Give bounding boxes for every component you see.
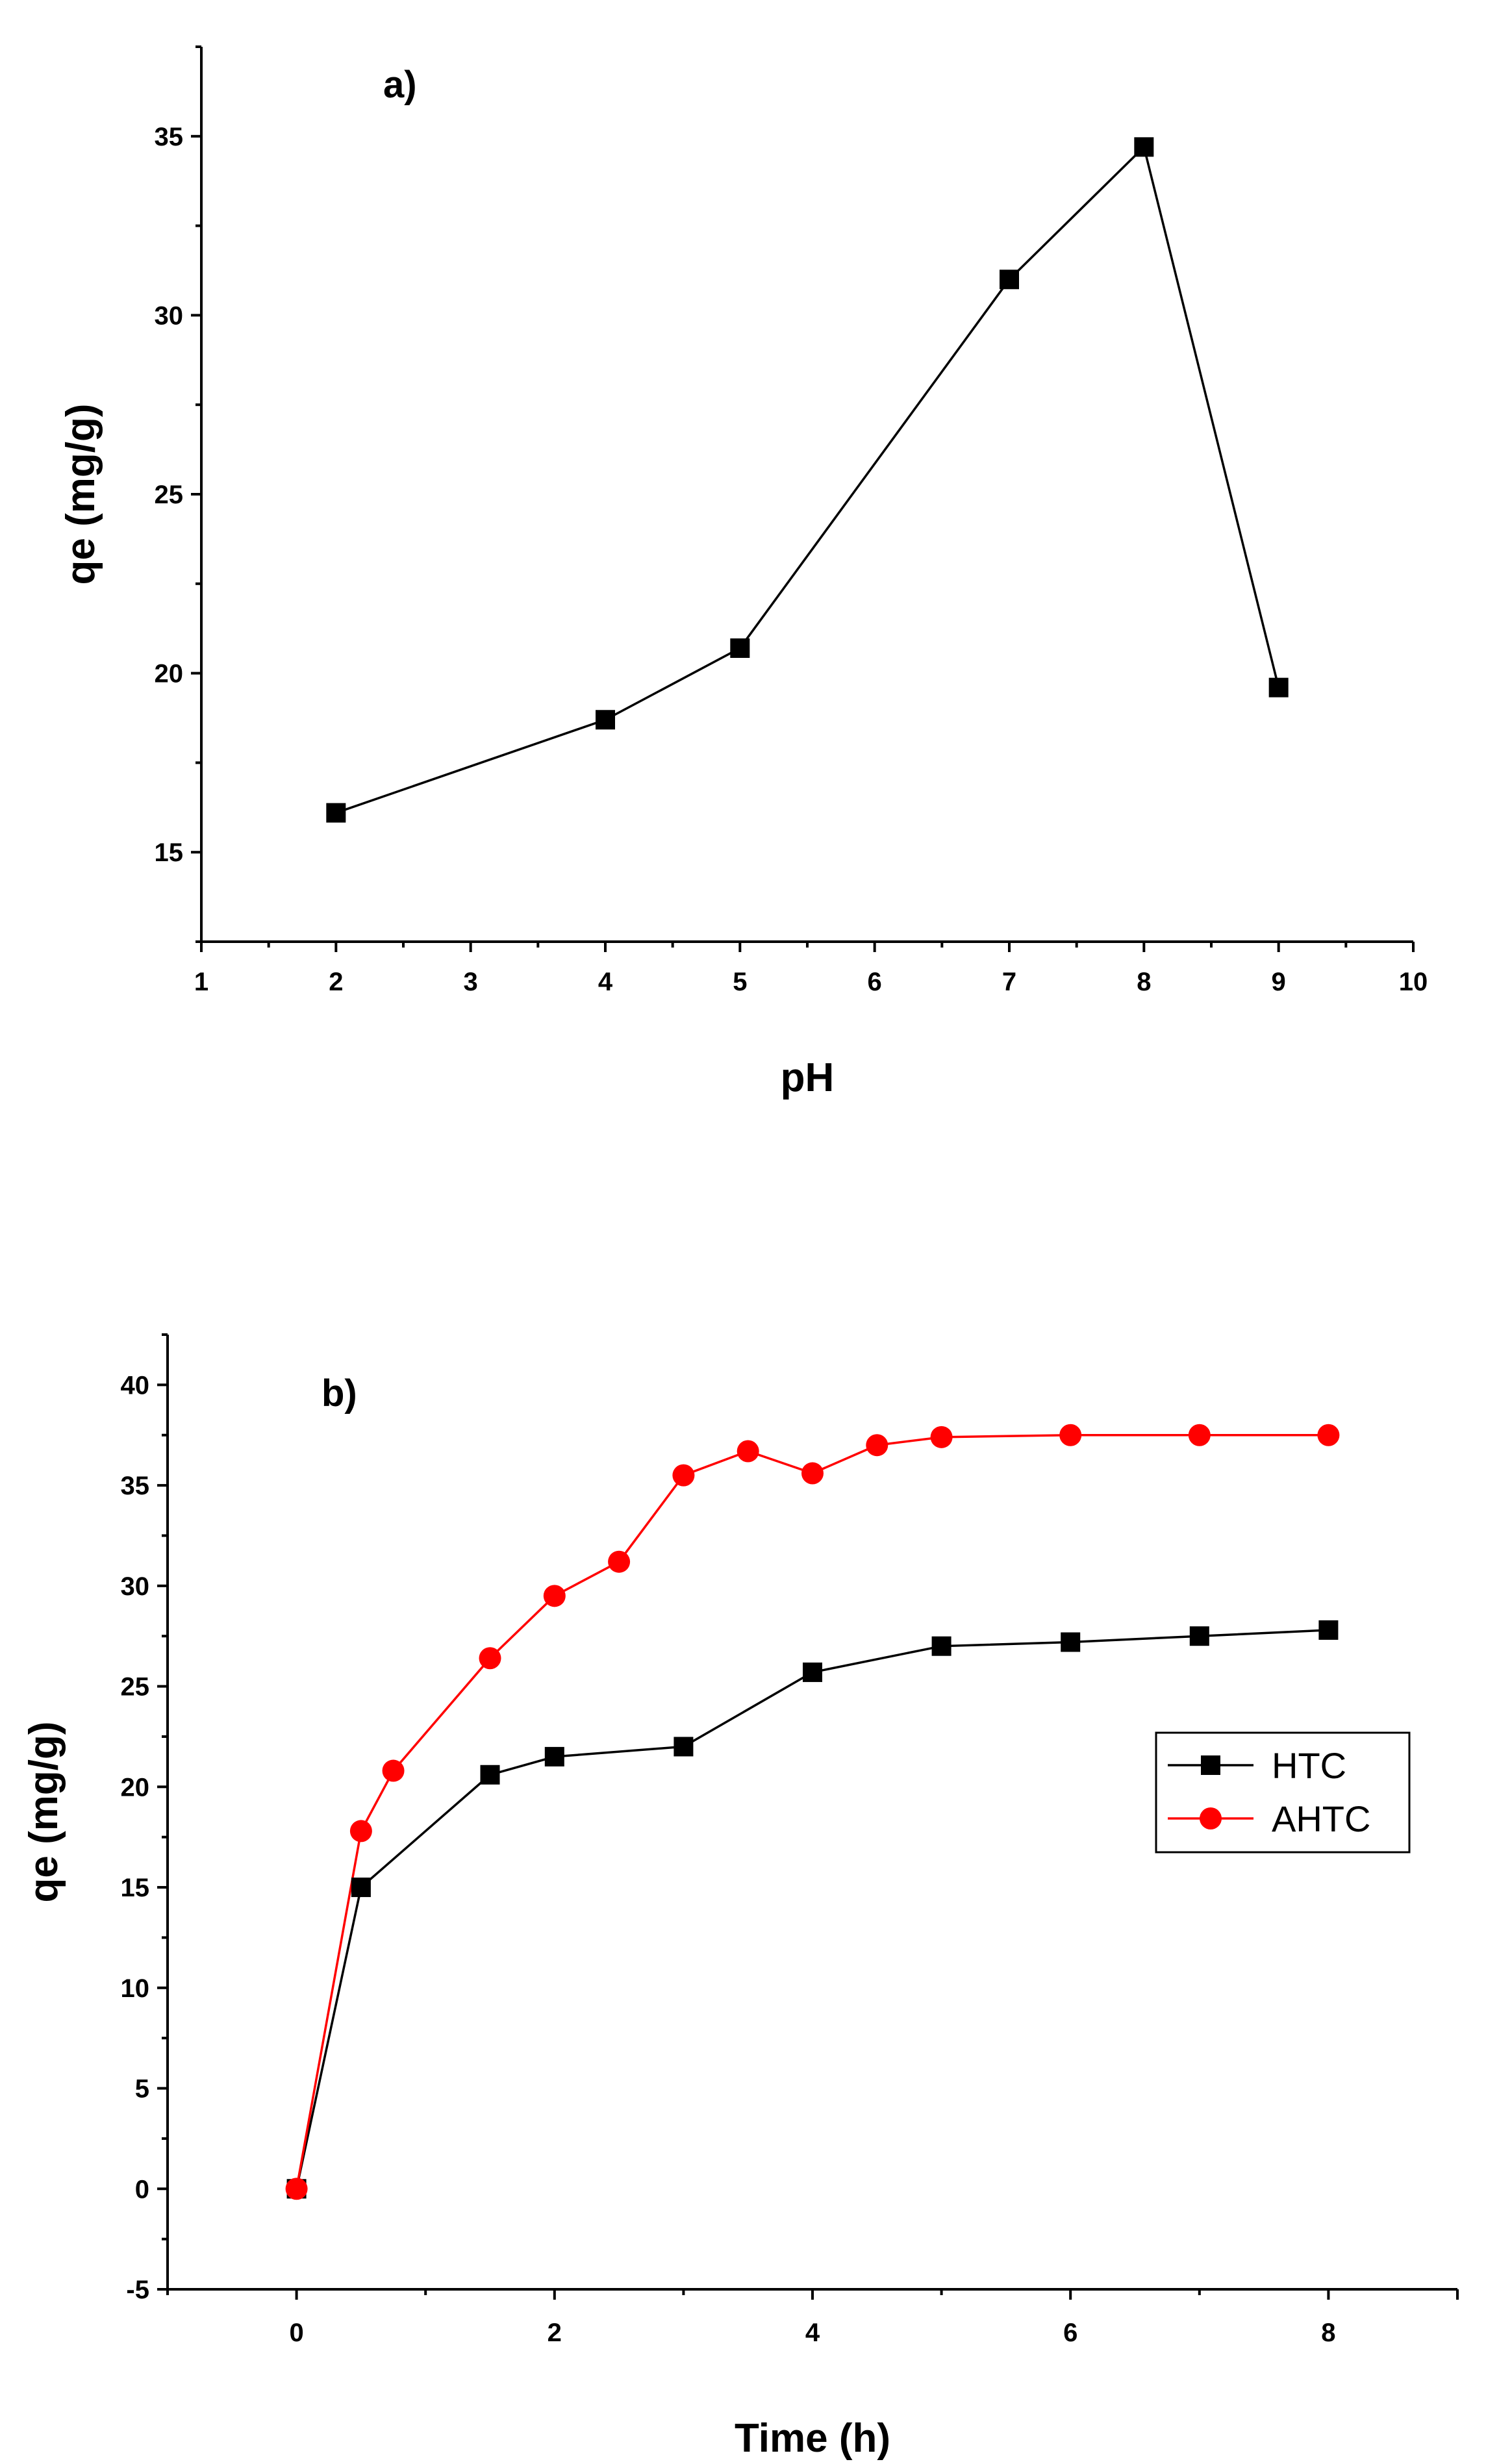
data-point-0 [1000,270,1019,290]
data-point-0 [730,638,750,659]
legend-box [1155,1731,1411,1854]
data-point-ahtc [349,1820,372,1842]
data-point-0 [596,710,615,730]
y-tick-label: -5 [126,2276,149,2304]
data-point-ahtc [479,1647,501,1670]
x-tick-label: 10 [1399,968,1428,996]
data-point-htc [1061,1632,1081,1652]
panel-b-chart: -5 0 5 10 15 20 25 30 35 40 0 2 4 6 8 Time (h) qe (mg/g)… [21,1333,1459,2461]
data-point-ahtc [382,1759,405,1782]
y-tick-label: 30 [121,1572,150,1601]
y-tick-label: 30 [155,301,184,330]
x-tick-label: 0 [289,2319,303,2347]
data-point-ahtc [866,1434,888,1457]
data-point-htc [544,1746,564,1766]
x-tick-label: 7 [1002,968,1016,996]
panel-label: a) [383,64,417,106]
legend-label-htc: HTC [1272,1745,1346,1786]
x-tick-label: 2 [329,968,343,996]
y-tick-label: 25 [155,481,184,509]
x-tick-label: 9 [1272,968,1286,996]
x-axis-title: pH [781,1055,835,1100]
data-point-ahtc [1188,1424,1211,1446]
data-point-ahtc [608,1550,631,1573]
series-line-htc [295,1629,1329,2189]
x-tick-label: 3 [464,968,478,996]
data-point-htc [351,1878,371,1898]
y-tick-label: 35 [121,1472,150,1500]
y-tick-label: 5 [135,2075,149,2104]
y-tick-label: 20 [121,1773,150,1802]
data-point-ahtc [737,1440,759,1463]
data-point-ahtc [285,2178,308,2200]
data-point-0 [1134,137,1154,157]
x-tick-label: 6 [868,968,882,996]
legend-marker-ahtc [1200,1807,1222,1829]
data-point-ahtc [1059,1424,1082,1446]
y-tick-label: 15 [121,1874,150,1902]
legend-marker-htc [1201,1755,1220,1775]
legend-label-ahtc: AHTC [1272,1798,1370,1839]
data-point-ahtc [1317,1424,1340,1446]
y-tick-label: 0 [135,2175,149,2204]
y-tick-label: 40 [121,1371,150,1400]
panel-label: b) [321,1372,357,1414]
data-point-htc [1189,1626,1209,1646]
data-point-htc [931,1636,951,1656]
x-tick-label: 8 [1137,968,1151,996]
x-tick-label: 6 [1063,2319,1077,2347]
y-tick-label: 35 [155,123,184,151]
x-axis-title: Time (h) [735,2416,890,2461]
x-tick-label: 1 [194,968,208,996]
x-tick-label: 5 [733,968,747,996]
y-tick-label: 15 [155,838,184,867]
data-point-ahtc [930,1426,953,1448]
y-tick-label: 20 [155,660,184,688]
data-point-ahtc [543,1585,566,1607]
y-axis-title: qe (mg/g) [58,404,103,585]
data-point-htc [480,1765,500,1785]
series-line-0 [335,144,1280,814]
series-line-ahtc [295,1433,1329,2189]
y-tick-label: 25 [121,1673,150,1702]
data-point-0 [1268,677,1289,698]
data-point-ahtc [672,1464,695,1487]
x-tick-label: 2 [548,2319,562,2347]
y-axis-title: qe (mg/g) [21,1722,66,1903]
panel-a-chart: 15 20 25 30 35 1 2 3 4 5 6 7 8 9 10 pH qe (mg/g) a) [58,45,1428,1100]
x-tick-label: 4 [805,2319,820,2347]
x-tick-label: 4 [598,968,613,996]
data-point-ahtc [801,1462,824,1485]
data-point-htc [1318,1620,1339,1640]
data-point-htc [803,1662,822,1682]
data-point-0 [326,803,346,823]
y-tick-label: 10 [121,1974,150,2003]
x-tick-label: 8 [1321,2319,1335,2347]
data-point-htc [674,1737,694,1757]
